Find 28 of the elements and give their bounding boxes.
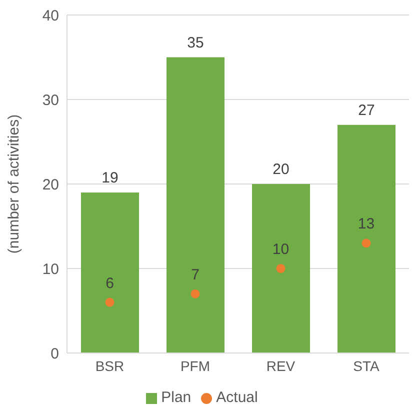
legend-label: Actual bbox=[216, 389, 258, 406]
legend-label: Plan bbox=[161, 389, 192, 406]
data-label: 27 bbox=[358, 102, 375, 119]
data-label: 35 bbox=[187, 34, 204, 52]
x-tick-label: REV bbox=[266, 358, 296, 374]
y-tick-label: 30 bbox=[42, 92, 59, 109]
x-tick-label: STA bbox=[353, 358, 380, 374]
point bbox=[105, 298, 114, 307]
bar bbox=[166, 57, 224, 353]
bar bbox=[252, 184, 310, 353]
y-tick-label: 10 bbox=[42, 260, 59, 278]
data-label: 13 bbox=[358, 216, 375, 233]
bar bbox=[81, 192, 139, 353]
data-label: 7 bbox=[191, 266, 200, 284]
bar bbox=[338, 124, 396, 353]
data-label: 20 bbox=[272, 161, 290, 178]
point bbox=[276, 264, 286, 274]
data-label: 6 bbox=[106, 274, 114, 292]
y-tick-label: 0 bbox=[50, 345, 59, 362]
point bbox=[190, 289, 200, 298]
x-tick-label: BSR bbox=[95, 358, 124, 374]
x-tick-label: PFM bbox=[180, 358, 210, 374]
y-tick-label: 20 bbox=[42, 176, 59, 194]
data-label: 19 bbox=[102, 169, 118, 186]
data-label: 10 bbox=[272, 240, 290, 258]
y-axis-title: (number of activities) bbox=[5, 114, 22, 254]
y-tick-label: 40 bbox=[42, 7, 59, 24]
point bbox=[362, 238, 371, 248]
